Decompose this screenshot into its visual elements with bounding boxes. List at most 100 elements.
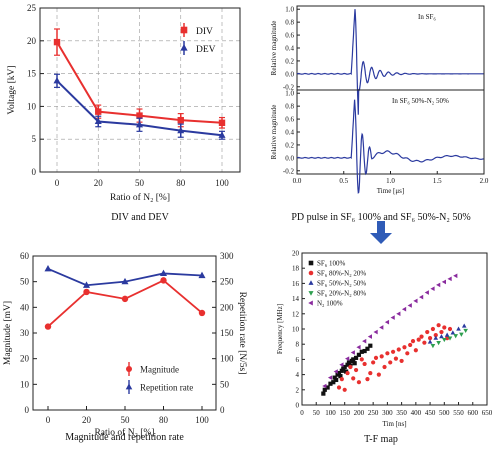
down-arrow-icon	[370, 221, 392, 244]
y-tick-label: 10	[27, 101, 37, 111]
scatter-point	[447, 326, 453, 332]
y2-tick-label: 200	[220, 302, 234, 312]
scatter-point	[379, 354, 384, 359]
subplot-label: In SF₆ 50%-N₂ 50%	[392, 97, 449, 105]
scatter-point	[371, 360, 376, 365]
legend-label: N₂ 100%	[317, 300, 343, 308]
y-tick-label: 20	[27, 36, 37, 46]
legend-label: DEV	[196, 45, 216, 55]
x-axis-title: Tim [ns]	[382, 420, 406, 428]
scatter-point	[362, 361, 367, 367]
panel-caption: PD pulse in SF₆ 100% and SF₆ 50%-N₂ 50%	[291, 212, 470, 223]
scatter-point	[444, 332, 450, 337]
y-tick-label: 12	[292, 310, 300, 318]
scatter-point	[336, 385, 342, 390]
series-line	[47, 279, 203, 328]
scatter-point	[353, 355, 359, 360]
scatter-point	[433, 332, 438, 338]
scatter-point	[399, 358, 404, 364]
y2-tick-label: 250	[220, 277, 234, 287]
x-tick-label: 20	[94, 178, 104, 188]
y-tick-label: 15	[27, 69, 37, 79]
x-tick-label: 250	[368, 409, 379, 417]
scatter-point	[339, 377, 344, 382]
subplot-label: In SF₆	[418, 13, 436, 21]
data-point	[198, 309, 206, 317]
scatter-point	[442, 325, 447, 330]
y-tick-label: -0.2	[283, 167, 295, 175]
scatter-point	[356, 352, 362, 357]
x-tick-label: 50	[313, 409, 321, 417]
scatter-point	[327, 375, 333, 380]
scatter-point	[339, 362, 344, 368]
scatter-point	[379, 325, 384, 330]
x-tick-label: 0	[46, 415, 51, 425]
scatter-point	[439, 334, 444, 339]
scatter-point	[425, 329, 430, 335]
x-tick-label: 600	[468, 409, 479, 417]
scatter-point	[373, 329, 378, 335]
scatter-point	[365, 346, 370, 351]
y-tick-label: 10	[292, 326, 300, 334]
y-tick-label: 10	[20, 379, 30, 389]
plot-frame	[32, 255, 217, 411]
scatter-point	[419, 334, 424, 339]
scatter-point	[367, 334, 372, 339]
y-tick-label: 0	[296, 402, 300, 410]
data-point	[82, 281, 91, 288]
y-axis-title: Relative magnitude	[270, 21, 278, 76]
scatter-point	[322, 387, 327, 392]
scatter-point	[430, 344, 436, 349]
legend-label: DIV	[196, 27, 213, 37]
x-axis-title: Ratio of N₂ [%]	[94, 427, 154, 438]
data-point-dev	[218, 131, 226, 138]
scatter-point	[368, 370, 373, 376]
scatter-point	[441, 279, 446, 285]
y-tick-label: 0.8	[285, 19, 294, 27]
x-tick-label: 650	[482, 409, 493, 417]
data-point	[121, 277, 129, 285]
y-axis-title: Voltage [kV]	[7, 65, 17, 114]
scatter-point	[384, 319, 390, 325]
legend-marker	[308, 270, 314, 276]
scatter-point	[461, 323, 467, 328]
legend-marker	[308, 300, 313, 306]
legend-label: Repetition rate	[140, 383, 193, 393]
scatter-point	[338, 374, 343, 379]
scatter-point	[356, 344, 361, 350]
scatter-point	[433, 335, 439, 340]
scatter-point	[408, 342, 413, 348]
scatter-point	[376, 372, 381, 377]
data-point	[121, 295, 129, 303]
x-axis-title: Time [μs]	[377, 187, 404, 195]
scatter-point	[359, 349, 364, 354]
x-tick-label: 400	[411, 409, 422, 417]
y-tick-label: 20	[20, 354, 30, 364]
scatter-point	[441, 337, 447, 343]
y-tick-label: 0.0	[285, 154, 294, 162]
y-tick-label: 0.2	[285, 141, 294, 149]
y-tick-label: 25	[27, 3, 37, 13]
scatter-point	[373, 355, 379, 360]
scatter-point	[388, 360, 393, 365]
legend-marker	[180, 44, 188, 51]
y2-tick-label: 0	[220, 405, 225, 415]
y-tick-label: 0.2	[285, 57, 294, 65]
scatter-point	[362, 338, 367, 344]
data-point-div	[177, 116, 184, 124]
x-tick-label: 100	[215, 178, 229, 188]
y-axis-title: Relative magnitude	[270, 105, 278, 160]
panel-caption: T-F map	[364, 434, 398, 445]
x-tick-label: 1.5	[433, 177, 442, 185]
data-point-dev	[177, 126, 185, 134]
scatter-point	[402, 345, 407, 350]
y2-tick-label: 150	[220, 328, 234, 338]
scatter-point	[322, 383, 327, 389]
legend-label: Magnitude	[140, 365, 179, 375]
y2-axis-title: Repetition rate [N/5s]	[237, 292, 247, 375]
scatter-point	[453, 273, 458, 279]
y2-tick-label: 100	[220, 354, 234, 364]
y2-tick-label: 300	[220, 251, 234, 261]
plot-frame	[39, 7, 241, 173]
